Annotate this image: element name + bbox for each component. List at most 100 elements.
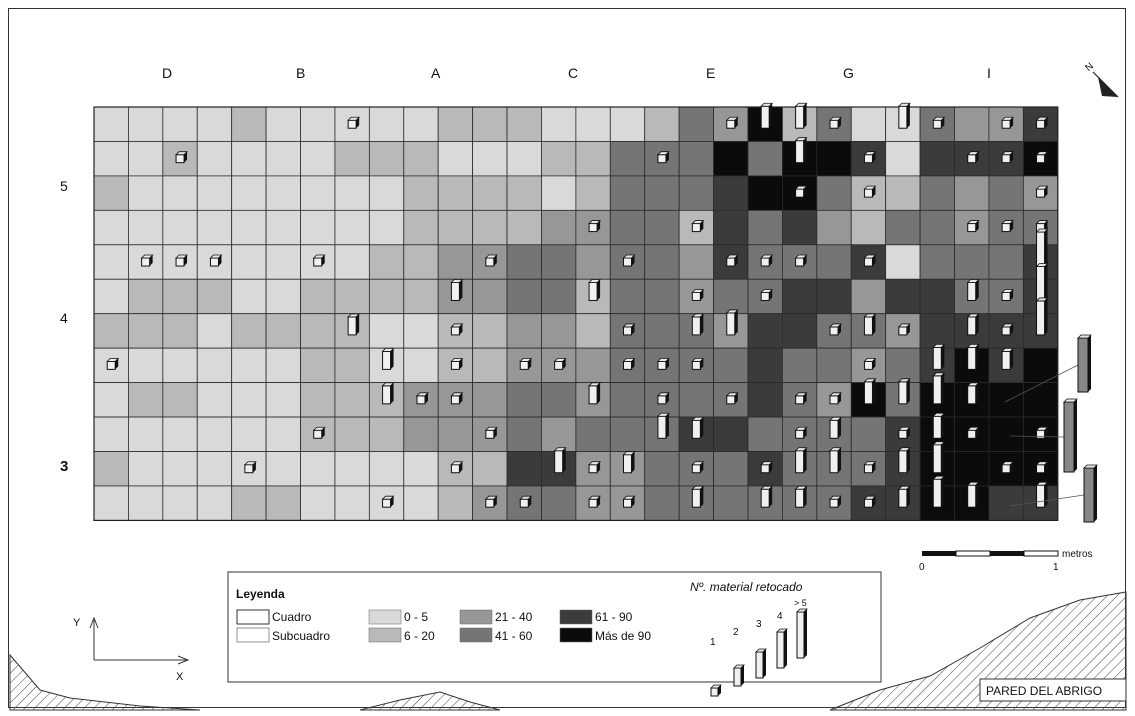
retouched-marker	[519, 357, 533, 370]
grid-cell	[988, 382, 1024, 418]
grid-cell	[162, 347, 198, 383]
retouched-title: Nº. material retocado	[690, 580, 803, 594]
grid-cell	[713, 416, 749, 452]
retouched-marker	[932, 372, 946, 405]
grid-cell	[93, 244, 129, 280]
retouched-marker	[691, 313, 705, 336]
svg-text:4: 4	[777, 611, 783, 622]
grid-cell	[506, 278, 542, 315]
grid-cell	[403, 106, 439, 142]
grid-cell	[128, 313, 164, 349]
retouched-marker	[932, 343, 946, 370]
retouched-marker	[966, 313, 980, 336]
grid-cell	[265, 485, 301, 521]
grid-cell	[437, 416, 474, 452]
grid-cell	[265, 244, 301, 280]
retouched-marker	[450, 357, 464, 370]
grid-cell	[403, 175, 439, 211]
grid-cell	[1022, 347, 1059, 383]
grid-cell	[747, 175, 783, 211]
retouched-marker	[1001, 323, 1015, 336]
grid-cell	[265, 416, 301, 452]
retouched-marker	[829, 392, 842, 405]
svg-text:> 5: > 5	[794, 598, 807, 608]
grid-cell	[437, 485, 474, 521]
retouched-marker	[175, 151, 189, 164]
grid-cell	[782, 209, 818, 246]
retouched-marker	[966, 220, 980, 233]
grid-cell	[231, 313, 267, 349]
grid-cell	[300, 209, 336, 246]
grid-cell	[300, 106, 336, 142]
retouched-marker	[794, 447, 808, 474]
retouched-marker	[1035, 151, 1049, 164]
grid-cell	[747, 347, 783, 383]
retouched-material-markers	[106, 102, 1098, 523]
grid-cell	[128, 209, 164, 246]
grid-cell	[988, 244, 1024, 280]
grid-cell	[782, 278, 818, 315]
retouched-marker	[863, 151, 877, 164]
grid-cell	[93, 313, 129, 349]
excavation-grid	[93, 106, 1059, 521]
retouched-marker	[209, 254, 223, 267]
grid-cell	[265, 209, 301, 246]
svg-text:1: 1	[1053, 562, 1059, 573]
retouched-marker	[450, 392, 464, 405]
retouched-marker	[760, 102, 774, 129]
grid-cell	[231, 278, 267, 315]
grid-cell	[300, 451, 336, 487]
retouched-marker	[519, 495, 533, 508]
svg-text:Y: Y	[73, 617, 81, 629]
retouched-marker	[897, 426, 911, 439]
grid-cell	[644, 313, 680, 349]
grid-cell	[713, 451, 749, 487]
retouched-marker	[863, 254, 877, 267]
grid-cell	[747, 141, 783, 177]
retouched-marker	[897, 323, 911, 336]
row-label-3: 3	[60, 458, 68, 475]
grid-cell	[196, 451, 233, 487]
col-label-g: G	[843, 65, 854, 81]
retouched-marker	[691, 220, 705, 233]
grid-cell	[816, 209, 852, 246]
svg-text:Cuadro: Cuadro	[272, 610, 312, 624]
grid-cell	[334, 278, 370, 315]
grid-cell	[506, 106, 542, 142]
retouched-marker	[691, 485, 705, 508]
grid-cell	[128, 485, 164, 521]
grid-cell	[368, 451, 405, 487]
retouched-marker	[450, 461, 464, 474]
grid-cell	[162, 175, 198, 211]
grid-cell	[713, 485, 749, 521]
retouched-marker	[966, 481, 980, 508]
retouched-marker	[312, 426, 326, 439]
grid-cell	[265, 347, 301, 383]
grid-cell	[644, 244, 680, 280]
grid-cell	[93, 175, 129, 211]
grid-cell	[265, 382, 301, 418]
retouched-marker	[140, 254, 154, 267]
grid-cell	[437, 141, 474, 177]
grid-cell	[678, 244, 714, 280]
retouched-marker	[1035, 481, 1049, 508]
column-labels: D B A C E G I	[162, 65, 991, 81]
retouched-marker	[794, 254, 808, 267]
grid-cell	[472, 347, 508, 383]
grid-cell	[885, 141, 921, 177]
grid-cell	[128, 416, 164, 452]
svg-text:0: 0	[919, 562, 925, 573]
grid-cell	[678, 382, 714, 418]
grid-cell	[575, 106, 611, 142]
grid-cell	[541, 175, 577, 211]
grid-cell	[644, 209, 680, 246]
svg-text:61 - 90: 61 - 90	[595, 610, 633, 624]
retouched-marker	[794, 102, 808, 129]
grid-cell	[472, 141, 508, 177]
grid-cell	[747, 382, 783, 418]
grid-cell	[265, 313, 301, 349]
grid-cell	[403, 209, 439, 246]
col-label-d: D	[162, 65, 172, 81]
retouched-marker	[381, 495, 395, 508]
grid-cell	[506, 244, 542, 280]
